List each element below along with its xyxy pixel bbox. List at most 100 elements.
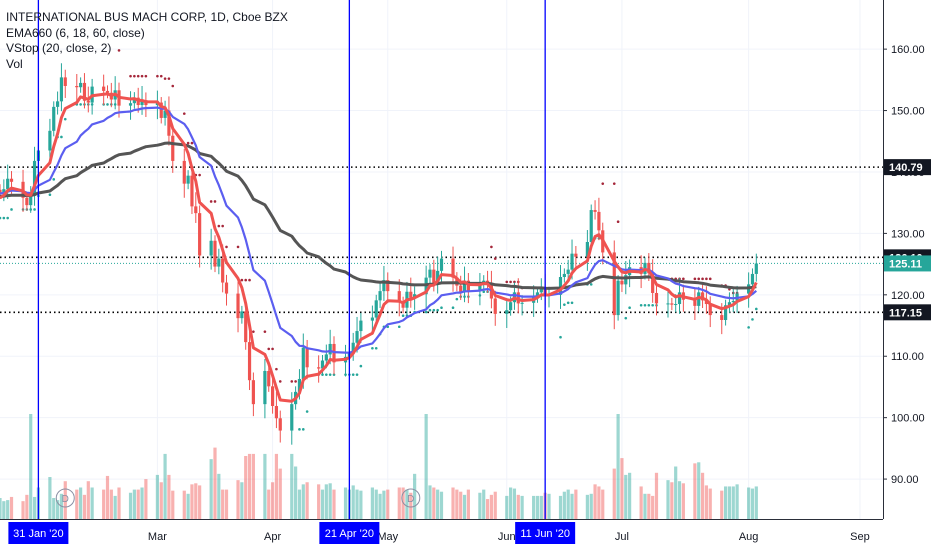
vstop-dot: [244, 278, 248, 282]
volume-bar: [317, 484, 321, 519]
volume-bar: [55, 500, 60, 519]
vstop-dot: [305, 410, 309, 413]
vstop-dot: [225, 245, 228, 249]
vstop-dot: [643, 303, 647, 307]
x-tick-label: May: [377, 531, 398, 543]
candle-body: [593, 210, 597, 212]
volume-bar: [697, 462, 701, 519]
vstop-dot: [628, 306, 631, 310]
volume-bar: [90, 487, 94, 519]
volume-bar: [270, 482, 275, 519]
candle-body: [697, 292, 701, 306]
candle-body: [25, 197, 29, 206]
volume-bar: [574, 489, 578, 519]
volume-bar: [424, 414, 428, 519]
volume-bar: [63, 481, 67, 519]
vstop-dot: [432, 308, 436, 312]
volume-bar: [251, 453, 255, 519]
vstop-dot: [171, 84, 175, 88]
vstop-dot: [0, 216, 2, 220]
candle-body: [213, 240, 217, 267]
vstop-dot: [117, 49, 121, 52]
y-tick-label: 110.00: [891, 351, 924, 363]
volume-bar: [25, 494, 29, 519]
dividend-marker: [55, 488, 75, 508]
vstop-dot: [371, 346, 374, 350]
vstop-dot: [263, 330, 267, 333]
x-tick-label: Jun: [498, 531, 516, 543]
level-price-label-box: [884, 304, 931, 321]
vstop-dot: [705, 277, 708, 281]
candle-body: [32, 160, 37, 196]
candle-body: [723, 305, 728, 320]
volume-bar: [343, 487, 348, 519]
candle-body: [270, 386, 275, 406]
candle-body: [290, 404, 294, 431]
vstop-dot: [240, 278, 244, 282]
vstop-dot: [63, 117, 67, 121]
volume-bar: [612, 468, 616, 519]
volume-bar: [747, 487, 751, 519]
candle-body: [439, 258, 444, 271]
vstop-dot: [693, 277, 697, 281]
vstop-layer: [0, 49, 758, 431]
candle-body: [167, 110, 171, 136]
volume-bar: [113, 495, 117, 519]
candle-body: [428, 269, 432, 278]
candle-body: [236, 293, 240, 319]
volume-bar: [585, 494, 589, 519]
volume-bar: [9, 496, 14, 519]
volume-bar: [320, 489, 325, 519]
vstop-dot: [321, 373, 324, 376]
volume-bar: [620, 458, 624, 519]
vstop-dot: [198, 173, 201, 177]
vstop-dot: [332, 373, 336, 376]
candle-body: [520, 302, 524, 304]
candle-body: [305, 347, 309, 368]
volume-bar: [32, 496, 37, 519]
vstop-dot: [106, 103, 109, 106]
volume-bar: [140, 487, 144, 519]
candle-body: [79, 82, 83, 88]
vstop-dot: [182, 112, 186, 115]
vstop-dot: [624, 316, 628, 320]
candle-body: [86, 100, 90, 103]
volume-bar: [647, 493, 651, 519]
candle-body: [221, 258, 225, 283]
ema-mid-line: [0, 106, 758, 354]
candle-body: [558, 277, 563, 295]
volume-bar: [374, 489, 378, 519]
vstop-dot: [397, 325, 401, 329]
candle-body: [63, 77, 67, 86]
candle-body: [105, 90, 110, 93]
date-marker-label-box: [515, 522, 576, 544]
candle-body: [616, 280, 620, 316]
volume-bar: [236, 480, 240, 519]
vstop-dot: [167, 77, 171, 80]
candle-body: [708, 304, 712, 316]
volume-bar: [167, 474, 171, 519]
candle-body: [240, 311, 244, 319]
vstop-dot: [490, 245, 493, 249]
vstop-dot: [708, 277, 712, 281]
volume-bar: [209, 459, 213, 519]
volume-bar: [459, 491, 463, 519]
price-axis-background: [883, 0, 932, 550]
volume-bar: [558, 495, 563, 519]
vstop-dot: [513, 280, 516, 284]
candle-body: [516, 292, 520, 304]
candle-body: [459, 285, 463, 293]
volume-bar: [409, 492, 413, 519]
volume-bar: [677, 481, 682, 519]
volume-bar: [6, 500, 10, 519]
candle-body: [674, 304, 678, 306]
vstop-dot: [271, 347, 274, 351]
candle-body: [386, 280, 390, 292]
volume-bar: [217, 473, 221, 519]
volume-bar: [240, 482, 244, 519]
volume-bar: [624, 474, 628, 519]
vstop-dot: [424, 310, 428, 314]
vstop-dot: [747, 326, 750, 329]
